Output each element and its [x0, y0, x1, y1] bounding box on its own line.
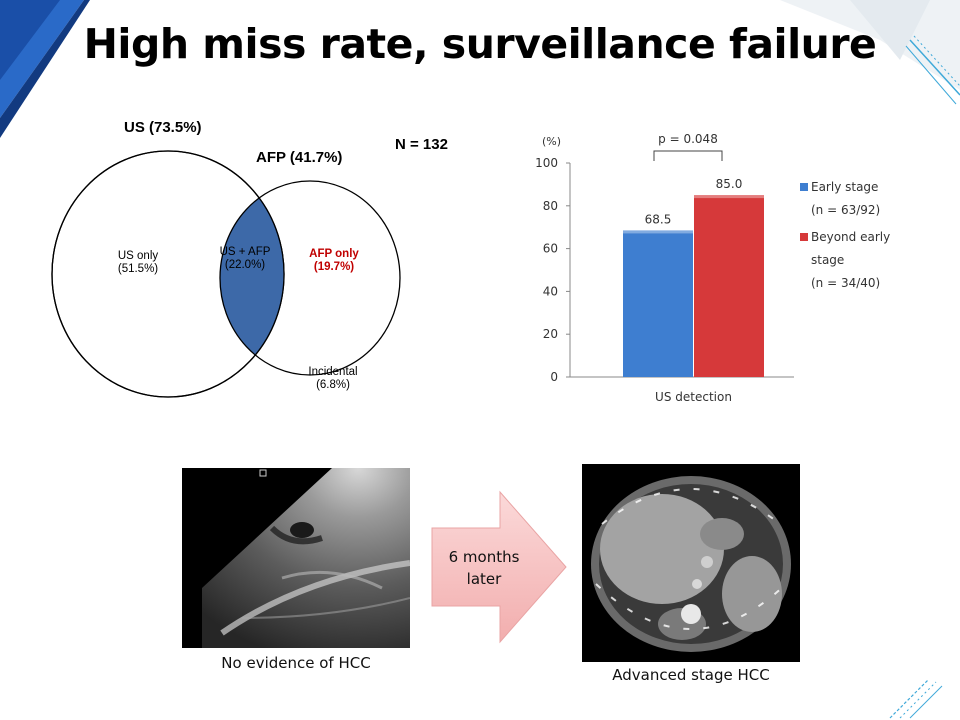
- bar-value-label: 85.0: [716, 177, 743, 191]
- venn-circle-afp: [219, 180, 401, 376]
- legend-swatch-beyond: [800, 233, 808, 241]
- significance-bracket: [653, 150, 723, 161]
- y-tick-label: 0: [550, 370, 558, 384]
- venn-shapes: [51, 150, 401, 398]
- corner-decoration-top-right: [700, 0, 960, 110]
- y-tick-label: 40: [543, 284, 558, 298]
- venn-overlap: [220, 181, 284, 375]
- y-tick-label: 100: [535, 156, 558, 170]
- venn-incidental: Incidental (6.8%): [308, 366, 358, 392]
- arrow-label: 6 months later: [448, 548, 520, 588]
- bar-chart: 0 20 40 60 80 100 (%) 68.5 85.0 US detection p = 0…: [512, 108, 895, 408]
- venn-afp-only: AFP only (19.7%): [309, 248, 359, 274]
- y-tick-label: 60: [543, 242, 558, 256]
- venn-n-label: N = 132: [395, 136, 448, 153]
- legend-item-early: Early stage (n = 63/92): [800, 176, 895, 222]
- venn-us-only: US only (51.5%): [117, 250, 159, 276]
- y-tick-label: 80: [543, 199, 558, 213]
- venn-diagram: US (73.5%) AFP (41.7%) N = 132 US only (…: [50, 112, 470, 412]
- slide-title: High miss rate, surveillance failure: [83, 20, 877, 68]
- y-axis-label: (%): [542, 135, 561, 148]
- legend-swatch-early: [800, 183, 808, 191]
- transition-arrow: 6 months later: [430, 490, 570, 644]
- chart-legend: Early stage (n = 63/92) Beyond early sta…: [800, 176, 895, 299]
- bar-highlight: [694, 195, 764, 199]
- y-tick-label: 20: [543, 327, 558, 341]
- legend-item-beyond: Beyond early stage (n = 34/40): [800, 226, 895, 295]
- left-image-caption: No evidence of HCC: [221, 654, 371, 672]
- venn-afp-label: AFP (41.7%): [256, 149, 343, 166]
- x-category-label: US detection: [655, 390, 732, 404]
- p-value-annotation: p = 0.048: [658, 132, 718, 146]
- corner-decoration-top-left: [0, 0, 90, 138]
- venn-us-afp: US + AFP (22.0%): [219, 246, 271, 272]
- venn-us-label: US (73.5%): [124, 119, 202, 136]
- right-image-caption: Advanced stage HCC: [612, 666, 770, 684]
- bar-beyond-early-stage: [694, 195, 764, 377]
- corner-decoration-bottom-right: [889, 679, 943, 719]
- bar-highlight: [623, 230, 693, 234]
- bar-chart-plot: 0 20 40 60 80 100 (%) 68.5 85.0 US detection p = 0…: [535, 132, 794, 404]
- bar-early-stage: [623, 230, 693, 377]
- ultrasound-image: [182, 468, 410, 648]
- ct-scan-image: [582, 464, 800, 662]
- bar-value-label: 68.5: [645, 212, 672, 226]
